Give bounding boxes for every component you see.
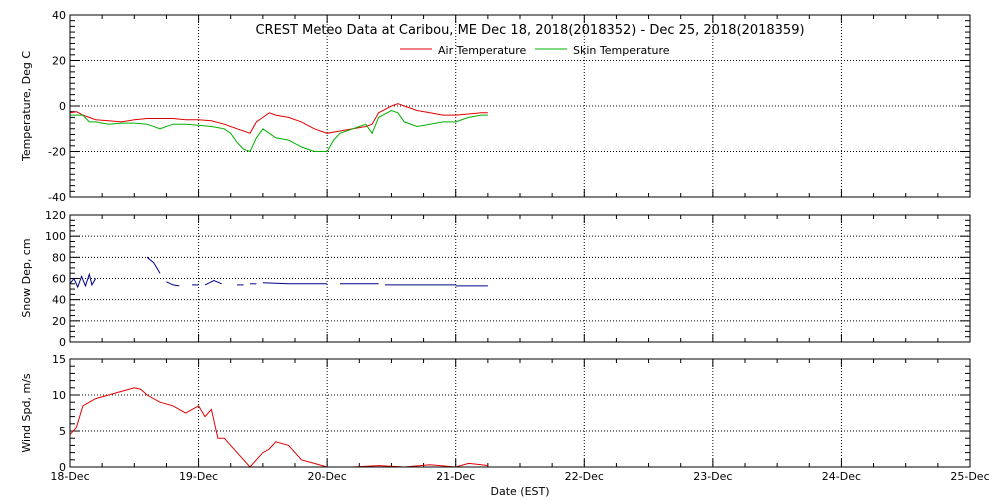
y-tick-label: 5	[59, 425, 66, 438]
y-tick-label: 60	[52, 273, 66, 286]
temperature-ylabel: Temperature, Deg C	[20, 51, 33, 162]
wind-speed-ylabel: Wind Spd, m/s	[20, 373, 33, 453]
legend: Air Temperature Skin Temperature	[400, 44, 670, 57]
y-tick-label: 0	[59, 461, 66, 474]
series-line-1-0	[166, 281, 180, 287]
wind-speed-panel: 0 5 10 15 Wind Spd, m/s	[20, 353, 971, 474]
series-line-1-0	[69, 272, 97, 289]
series-line-1-0	[262, 282, 328, 285]
y-tick-label: 0	[59, 336, 66, 349]
series-line-0-0	[69, 103, 488, 134]
y-tick-label: -40	[48, 191, 66, 204]
series-line-1-0	[204, 280, 222, 286]
snow-depth-panel: 0 20 40 60 80 100 120 Snow Dep, cm	[20, 209, 971, 349]
y-tick-label: 80	[52, 251, 66, 264]
y-tick-label: 15	[52, 353, 66, 366]
y-tick-label: 20	[52, 315, 66, 328]
series-line-2-0	[69, 387, 488, 468]
series-line-0-1	[70, 109, 488, 153]
y-tick-label: 40	[52, 9, 66, 22]
y-tick-label: 40	[52, 294, 66, 307]
x-tick-label: 18-Dec	[50, 470, 89, 483]
legend-label: Skin Temperature	[573, 44, 670, 57]
x-tick-label: 25-Dec	[950, 470, 989, 483]
y-tick-label: -20	[48, 146, 66, 159]
chart-title: CREST Meteo Data at Caribou, ME Dec 18, …	[255, 23, 804, 38]
y-tick-label: 0	[59, 100, 66, 113]
snow-depth-ylabel: Snow Dep, cm	[20, 238, 33, 317]
x-tick-label: 22-Dec	[565, 470, 604, 483]
y-tick-label: 120	[45, 209, 66, 222]
x-axis: 18-Dec 19-Dec 20-Dec 21-Dec 22-Dec 23-Dec 24-D…	[50, 470, 989, 483]
series-line-1-0	[146, 256, 161, 274]
y-tick-label: 20	[52, 55, 66, 68]
temperature-panel: -40 -20 0 20 40 Temperature, Deg C	[20, 9, 971, 204]
x-axis-label: Date (EST)	[490, 485, 549, 498]
x-tick-label: 23-Dec	[693, 470, 732, 483]
x-tick-label: 19-Dec	[179, 470, 218, 483]
y-tick-label: 100	[45, 230, 66, 243]
x-tick-label: 20-Dec	[308, 470, 347, 483]
y-tick-label: 10	[52, 389, 66, 402]
x-tick-label: 21-Dec	[436, 470, 475, 483]
x-tick-label: 24-Dec	[822, 470, 861, 483]
legend-label: Air Temperature	[438, 44, 527, 57]
